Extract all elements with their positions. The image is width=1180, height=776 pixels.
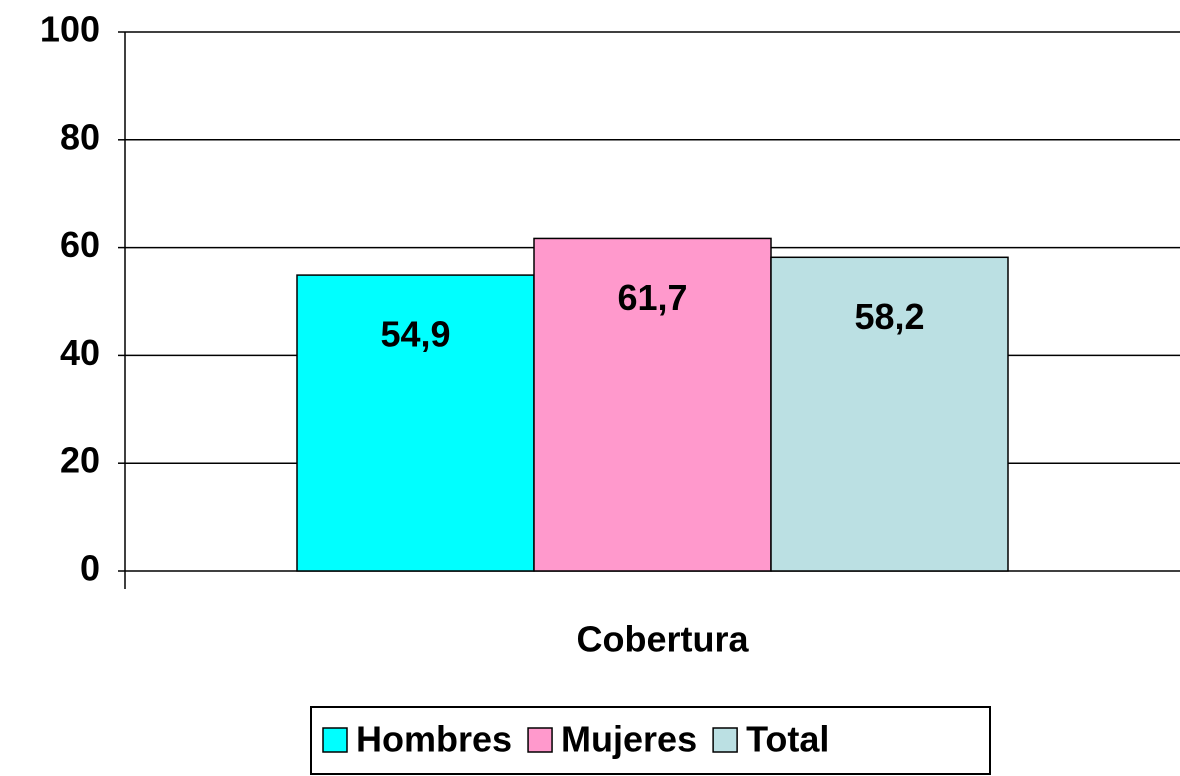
legend-swatch [322,727,348,753]
y-tick-label: 80 [60,116,100,157]
bar [296,274,535,572]
legend-label: Hombres [356,719,512,760]
y-tick-label: 0 [80,548,100,589]
x-tick-label: Cobertura [576,619,749,660]
value-label: 54,9 [380,314,450,355]
bar [533,237,772,572]
legend-swatch [527,727,553,753]
legend-label: Total [746,719,829,760]
value-label: 61,7 [617,277,687,318]
y-tick-label: 20 [60,440,100,481]
legend-box [310,706,991,775]
y-tick-label: 40 [60,332,100,373]
legend-swatch [712,727,738,753]
y-tick-label: 60 [60,224,100,265]
y-tick-label: 100 [40,9,100,50]
value-label: 58,2 [854,296,924,337]
legend-label: Mujeres [561,719,697,760]
bar [770,256,1009,572]
